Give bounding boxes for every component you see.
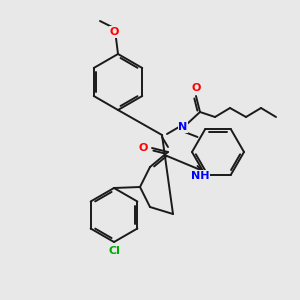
- Text: NH: NH: [191, 171, 209, 181]
- Text: Cl: Cl: [108, 246, 120, 256]
- Text: N: N: [178, 122, 188, 132]
- Text: O: O: [109, 27, 119, 37]
- Text: O: O: [191, 83, 201, 93]
- Text: O: O: [138, 143, 148, 153]
